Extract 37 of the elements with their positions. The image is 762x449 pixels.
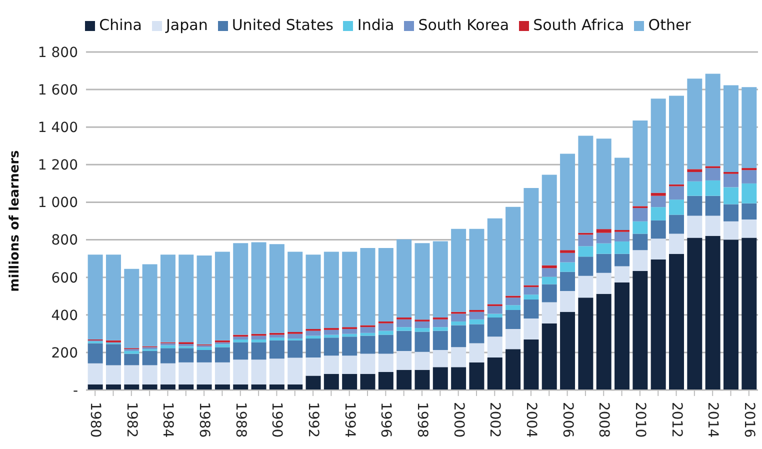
x-tick-label: 2002 bbox=[486, 402, 503, 438]
y-tick-label: - bbox=[72, 382, 78, 399]
legend-label: China bbox=[99, 16, 142, 34]
x-tick-label: 2000 bbox=[450, 402, 466, 438]
x-tick-label: 2006 bbox=[559, 402, 576, 438]
x-tick-label: 1992 bbox=[305, 402, 322, 438]
x-tick-label: 2008 bbox=[596, 402, 612, 438]
legend-label: Japan bbox=[166, 16, 208, 34]
x-tick-label: 1980 bbox=[87, 402, 104, 438]
y-tick-label: 1 000 bbox=[38, 195, 78, 212]
y-tick-label: 1 600 bbox=[38, 82, 78, 99]
x-tick-label: 1988 bbox=[232, 402, 248, 438]
x-tick-label: 1984 bbox=[160, 402, 176, 438]
legend-label: South Africa bbox=[533, 16, 624, 34]
x-tick-label: 2004 bbox=[522, 402, 539, 438]
y-axis-title: millions of learners bbox=[8, 150, 23, 292]
legend-label: Other bbox=[648, 16, 691, 34]
x-tick-label: 1994 bbox=[341, 402, 358, 438]
y-tick-label: 800 bbox=[51, 232, 78, 249]
legend-label: United States bbox=[232, 16, 334, 34]
y-tick-label: 400 bbox=[51, 308, 78, 324]
y-tick-label: 1 400 bbox=[38, 120, 78, 136]
x-tick-label: 2016 bbox=[740, 402, 757, 438]
x-tick-label: 2014 bbox=[704, 402, 721, 438]
y-tick-label: 600 bbox=[51, 270, 78, 286]
x-tick-label: 2010 bbox=[632, 402, 648, 438]
y-tick-label: 200 bbox=[51, 345, 78, 362]
x-tick-label: 1986 bbox=[196, 402, 212, 438]
x-tick-label: 1998 bbox=[414, 402, 430, 438]
y-tick-label: 1 800 bbox=[38, 44, 78, 61]
x-tick-label: 1996 bbox=[378, 402, 394, 438]
x-tick-label: 2012 bbox=[668, 402, 684, 438]
x-tick-label: 1982 bbox=[123, 402, 140, 438]
y-tick-label: 1 200 bbox=[38, 158, 78, 174]
x-tick-label: 1990 bbox=[268, 402, 285, 438]
legend-label: India bbox=[357, 16, 394, 34]
legend-label: South Korea bbox=[418, 16, 510, 34]
